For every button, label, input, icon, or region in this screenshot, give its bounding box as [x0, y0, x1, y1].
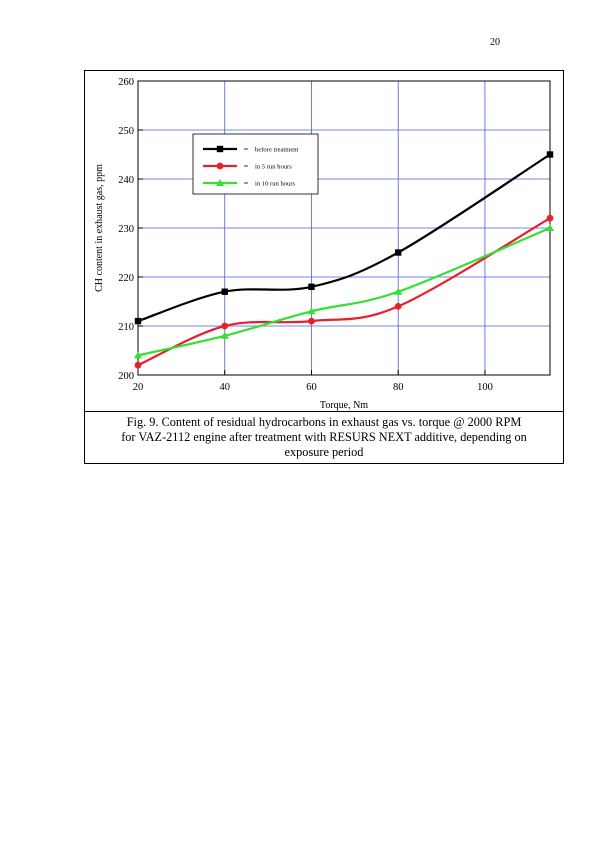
series-0-point-0 — [134, 317, 142, 325]
series-1-point-3 — [394, 303, 402, 310]
x-tick-label-1: 40 — [219, 382, 230, 393]
y-tick-label-2: 220 — [118, 273, 134, 284]
y-tick-label-1: 210 — [118, 322, 134, 333]
y-tick-label-5: 250 — [118, 126, 134, 137]
figure-frame: 20 40 60 80 100 200 210 220 230 240 250 260 before … — [84, 70, 564, 464]
y-axis-label: CH content in exhaust gas, ppm — [94, 164, 105, 292]
series-1-point-4 — [546, 214, 554, 222]
page-number: 20 — [490, 37, 500, 48]
series-2-point-2 — [307, 307, 316, 315]
axis-ticks: 20 40 60 80 100 200 210 220 230 240 250 260 — [118, 77, 493, 393]
series-2-point-3 — [394, 287, 403, 295]
y-tick-label-3: 230 — [118, 224, 134, 235]
legend-label-1: in 5 run hours — [255, 164, 292, 171]
legend-marker-0 — [216, 145, 224, 153]
legend-label-2: in 10 run hours — [255, 181, 296, 188]
chart: 20 40 60 80 100 200 210 220 230 240 250 260 before … — [94, 77, 554, 411]
series-1-point-0 — [134, 361, 142, 369]
series-0-point-3 — [395, 249, 402, 256]
series-line-2 — [137, 226, 551, 357]
x-axis-label: Torque, Nm — [320, 400, 368, 411]
y-tick-label-0: 200 — [118, 371, 134, 382]
legend-marker-2 — [216, 179, 224, 186]
series-0-point-1 — [221, 288, 228, 295]
caption-line-3: exposure period — [284, 445, 364, 459]
x-tick-label-2: 60 — [306, 382, 317, 393]
series-line-0 — [137, 153, 551, 323]
x-tick-label-0: 20 — [133, 382, 144, 393]
series-1-point-2 — [308, 317, 315, 325]
caption-line-1: Fig. 9. Content of residual hydrocarbons… — [126, 415, 522, 429]
y-tick-label-4: 240 — [118, 175, 134, 186]
caption-line-2: for VAZ-2112 engine after treatment with… — [121, 430, 527, 444]
series-lines — [134, 151, 554, 369]
x-tick-label-3: 80 — [393, 382, 404, 393]
legend-marker-1 — [216, 162, 224, 170]
series-0-point-2 — [308, 283, 315, 290]
y-tick-label-6: 260 — [118, 77, 134, 88]
legend-label-0: before treatment — [255, 147, 299, 154]
legend: before treatment in 5 run hours in 10 run … — [192, 133, 319, 195]
series-line-1 — [137, 217, 551, 367]
figure-caption: Fig. 9. Content of residual hydrocarbons… — [85, 411, 563, 460]
series-2-point-0 — [134, 351, 142, 359]
series-1-point-1 — [221, 322, 229, 330]
series-2-point-4 — [546, 224, 554, 231]
x-tick-label-4: 100 — [477, 382, 493, 393]
series-2-point-1 — [220, 331, 229, 339]
series-0-point-4 — [546, 151, 554, 158]
